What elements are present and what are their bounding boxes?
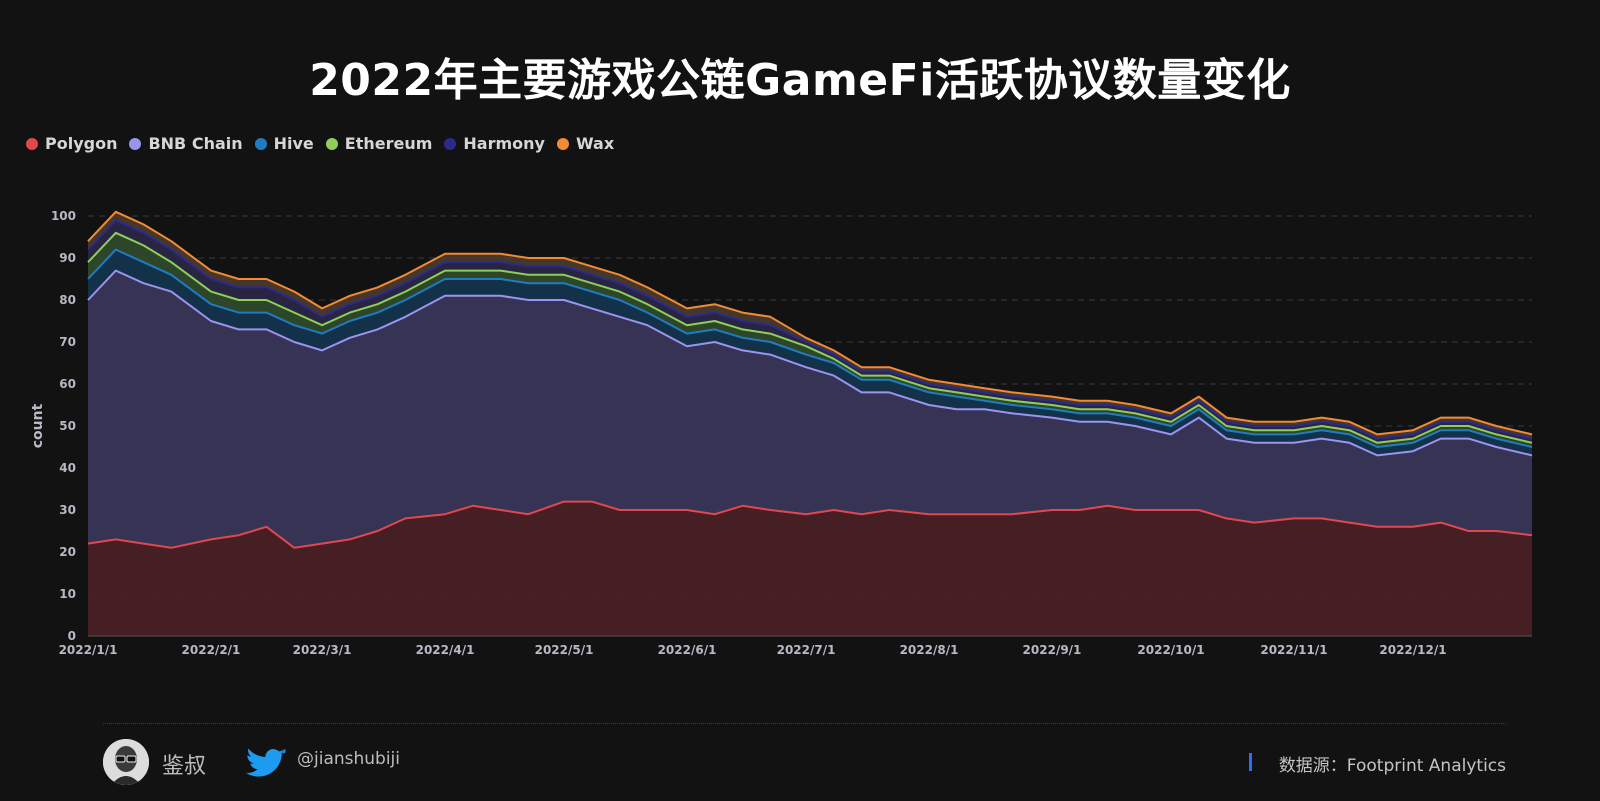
legend-dot-icon bbox=[26, 137, 38, 150]
legend-item-polygon[interactable]: Polygon bbox=[26, 134, 117, 153]
legend-dot-icon bbox=[556, 137, 569, 150]
area-polygon bbox=[88, 501, 1532, 636]
source-accent-bar bbox=[1249, 753, 1252, 771]
y-tick-label: 10 bbox=[59, 587, 76, 601]
y-tick-label: 30 bbox=[59, 503, 76, 517]
legend-label: BNB Chain bbox=[148, 134, 243, 153]
y-tick-label: 0 bbox=[68, 629, 76, 643]
y-axis-label: count bbox=[30, 403, 46, 448]
legend: Polygon BNB Chain Hive Ethereum Harmony Wax bbox=[26, 134, 614, 153]
y-tick-label: 100 bbox=[51, 209, 76, 223]
twitter-handle: @jianshubiji bbox=[297, 749, 401, 769]
legend-dot-icon bbox=[254, 137, 267, 150]
chart-title: 2022年主要游戏公链GameFi活跃协议数量变化 bbox=[309, 55, 1291, 106]
legend-label: Wax bbox=[575, 134, 615, 153]
legend-item-wax[interactable]: Wax bbox=[556, 134, 615, 153]
legend-item-bnb-chain[interactable]: BNB Chain bbox=[129, 134, 243, 153]
x-tick-label: 2022/8/1 bbox=[900, 643, 959, 657]
footer-divider bbox=[103, 723, 1506, 724]
author-name: 鉴叔 bbox=[162, 754, 207, 779]
y-tick-label: 80 bbox=[59, 293, 76, 307]
legend-dot-icon bbox=[129, 137, 142, 150]
x-tick-label: 2022/1/1 bbox=[59, 643, 118, 657]
x-tick-label: 2022/5/1 bbox=[535, 643, 594, 657]
y-tick-label: 40 bbox=[59, 461, 76, 475]
x-tick-label: 2022/3/1 bbox=[293, 643, 352, 657]
legend-dot-icon bbox=[444, 137, 457, 150]
x-tick-label: 2022/6/1 bbox=[658, 643, 717, 657]
chart-canvas: 0 10 20 30 40 50 60 70 80 90 100 count 2022/1/1 2022/… bbox=[30, 209, 1533, 657]
x-tick-label: 2022/9/1 bbox=[1023, 643, 1082, 657]
y-tick-label: 70 bbox=[59, 335, 76, 349]
y-tick-label: 20 bbox=[59, 545, 76, 559]
legend-dot-icon bbox=[325, 137, 338, 150]
legend-label: Hive bbox=[273, 134, 314, 153]
avatar-icon bbox=[103, 739, 149, 785]
legend-label: Harmony bbox=[463, 134, 545, 153]
legend-item-harmony[interactable]: Harmony bbox=[444, 134, 545, 153]
y-tick-label: 60 bbox=[59, 377, 76, 391]
y-tick-label: 90 bbox=[59, 251, 76, 265]
legend-label: Ethereum bbox=[344, 134, 433, 153]
twitter-icon bbox=[246, 745, 286, 783]
legend-item-hive[interactable]: Hive bbox=[254, 134, 314, 153]
x-tick-label: 2022/4/1 bbox=[416, 643, 475, 657]
legend-item-ethereum[interactable]: Ethereum bbox=[325, 134, 433, 153]
x-tick-label: 2022/7/1 bbox=[777, 643, 836, 657]
area-bnb-chain bbox=[88, 270, 1532, 548]
x-tick-label: 2022/12/1 bbox=[1379, 643, 1446, 657]
x-tick-label: 2022/10/1 bbox=[1137, 643, 1204, 657]
data-source: 数据源：Footprint Analytics bbox=[1278, 756, 1506, 776]
x-tick-label: 2022/2/1 bbox=[182, 643, 241, 657]
y-tick-label: 50 bbox=[59, 419, 76, 433]
legend-label: Polygon bbox=[45, 134, 118, 153]
x-tick-label: 2022/11/1 bbox=[1260, 643, 1327, 657]
